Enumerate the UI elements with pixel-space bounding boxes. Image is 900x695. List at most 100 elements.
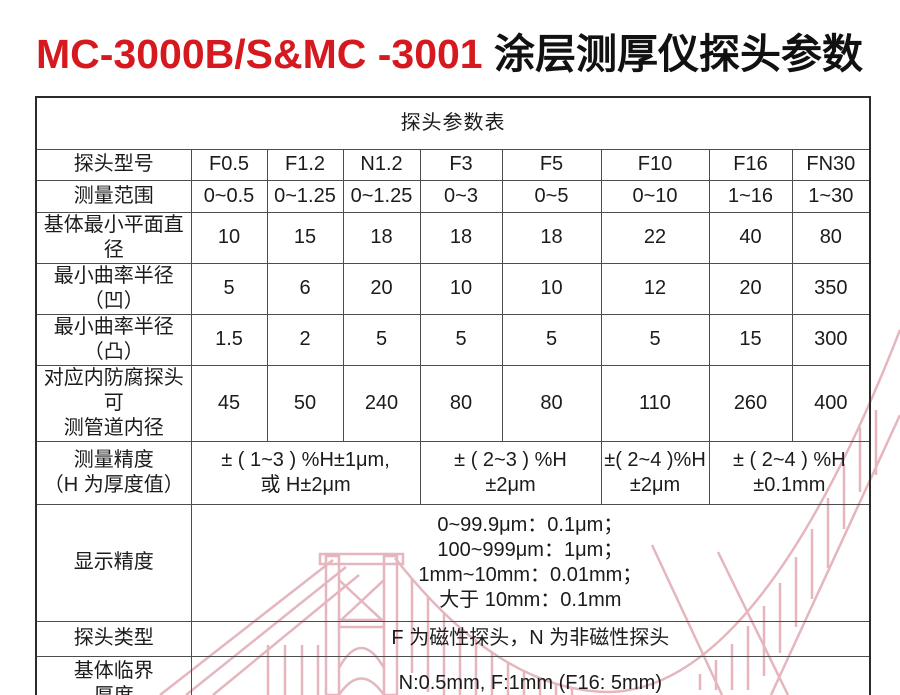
pipe-diameter-label-line2: 测管道内径 [63,416,164,439]
flat-diameter-cell: 10 [190,211,268,264]
pipe-diameter-cell: 110 [600,364,710,442]
pipe-diameter-cell: 45 [190,364,268,442]
pipe-diameter-cell: 80 [501,364,602,442]
pipe-diameter-cell: 240 [342,364,421,442]
pipe-diameter-cell: 400 [791,364,871,442]
model-cell: F0.5 [190,148,268,181]
display-precision-cell: 0~99.9μm：0.1μm； 100~999μm：1μm； 1mm~10mm：… [190,503,871,622]
range-cell: 0~1.25 [266,179,344,213]
critical-thickness-label-line1: 基体临界 [73,659,154,682]
flat-diameter-cell: 18 [501,211,602,264]
accuracy-cell: ± ( 2~3 ) %H ±2μm [419,440,602,505]
pipe-diameter-cell: 50 [266,364,344,442]
display-precision-line: 1mm~10mm：0.01mm； [418,563,643,586]
convex-radius-cell: 5 [419,313,503,366]
concave-radius-cell: 350 [791,262,871,315]
page-title-model: MC-3000B/S&MC -3001 [36,31,483,77]
accuracy-cell-line1: ± ( 1~3 ) %H±1μm, [221,448,390,471]
flat-diameter-cell: 18 [342,211,421,264]
accuracy-label: 测量精度 （H 为厚度值） [35,440,192,505]
critical-thickness-row: 基体临界 厚度 N:0.5mm, F:1mm (F16: 5mm) [35,655,871,695]
display-precision-row: 显示精度 0~99.9μm：0.1μm； 100~999μm：1μm； 1mm~… [35,503,871,622]
range-cell: 1~30 [791,179,871,213]
flat-diameter-cell: 15 [266,211,344,264]
critical-thickness-label: 基体临界 厚度 [35,655,192,695]
concave-radius-cell: 10 [501,262,602,315]
accuracy-cell: ± ( 1~3 ) %H±1μm, 或 H±2μm [190,440,421,505]
range-cell: 0~0.5 [190,179,268,213]
range-cell: 0~5 [501,179,602,213]
range-cell: 0~10 [600,179,710,213]
critical-thickness-cell: N:0.5mm, F:1mm (F16: 5mm) [190,655,871,695]
probe-type-row: 探头类型 F 为磁性探头，N 为非磁性探头 [35,620,871,657]
pipe-diameter-label-line1: 对应内防腐探头可 [43,366,184,414]
convex-radius-cell: 5 [501,313,602,366]
model-row: 探头型号 F0.5 F1.2 N1.2 F3 F5 F10 F16 FN30 [35,148,871,181]
page-title-subject: 涂层测厚仪探头参数 [494,31,864,77]
flat-diameter-cell: 40 [708,211,793,264]
convex-radius-label: 最小曲率半径（凸） [35,313,192,366]
model-cell: F10 [600,148,710,181]
accuracy-row: 测量精度 （H 为厚度值） ± ( 1~3 ) %H±1μm, 或 H±2μm … [35,440,871,505]
flat-diameter-cell: 22 [600,211,710,264]
accuracy-cell: ± ( 2~4 ) %H ±0.1mm [708,440,871,505]
range-cell: 0~1.25 [342,179,421,213]
model-cell: F3 [419,148,503,181]
accuracy-cell-line1: ± ( 2~4 ) %H [732,448,846,471]
convex-radius-row: 最小曲率半径（凸） 1.5 2 5 5 5 5 15 300 [35,313,871,366]
convex-radius-cell: 300 [791,313,871,366]
accuracy-label-line1: 测量精度 [73,448,154,471]
flat-diameter-cell: 18 [419,211,503,264]
accuracy-cell-line2: 或 H±2μm [260,473,351,496]
accuracy-cell-line1: ±( 2~4 )%H [604,448,706,471]
display-precision-line: 100~999μm：1μm； [437,538,624,561]
probe-parameters-table: 探头参数表 探头型号 F0.5 F1.2 N1.2 F3 F5 F10 F16 … [35,96,872,695]
pipe-diameter-cell: 80 [419,364,503,442]
model-cell: FN30 [791,148,871,181]
critical-thickness-label-line2: 厚度 [37,684,190,695]
display-precision-line: 大于 10mm：0.1mm [439,588,622,611]
display-precision-line: 0~99.9μm：0.1μm； [437,513,624,536]
pipe-diameter-row: 对应内防腐探头可 测管道内径 45 50 240 80 80 110 260 4… [35,364,871,442]
concave-radius-cell: 20 [708,262,793,315]
model-cell: F5 [501,148,602,181]
accuracy-cell-line1: ± ( 2~3 ) %H [454,448,567,471]
convex-radius-cell: 5 [342,313,421,366]
accuracy-cell: ±( 2~4 )%H ±2μm [600,440,710,505]
concave-radius-row: 最小曲率半径（凹） 5 6 20 10 10 12 20 350 [35,262,871,315]
range-row: 测量范围 0~0.5 0~1.25 0~1.25 0~3 0~5 0~10 1~… [35,179,871,213]
flat-diameter-row: 基体最小平面直径 10 15 18 18 18 22 40 80 [35,211,871,264]
convex-radius-cell: 2 [266,313,344,366]
pipe-diameter-cell: 260 [708,364,793,442]
probe-type-label: 探头类型 [35,620,192,657]
convex-radius-cell: 15 [708,313,793,366]
table-title: 探头参数表 [35,96,871,150]
concave-radius-cell: 10 [419,262,503,315]
page-title: MC-3000B/S&MC -3001 涂层测厚仪探头参数 [36,20,863,80]
concave-radius-cell: 6 [266,262,344,315]
flat-diameter-label: 基体最小平面直径 [35,211,192,264]
probe-type-cell: F 为磁性探头，N 为非磁性探头 [190,620,871,657]
accuracy-cell-line2: ±2μm [485,473,536,496]
display-precision-label: 显示精度 [35,503,192,622]
model-cell: F16 [708,148,793,181]
convex-radius-cell: 5 [600,313,710,366]
accuracy-label-line2: （H 为厚度值） [43,473,184,496]
table-title-row: 探头参数表 [35,96,871,150]
range-row-label: 测量范围 [35,179,192,213]
pipe-diameter-label: 对应内防腐探头可 测管道内径 [35,364,192,442]
concave-radius-cell: 5 [190,262,268,315]
range-cell: 1~16 [708,179,793,213]
model-cell: N1.2 [342,148,421,181]
range-cell: 0~3 [419,179,503,213]
flat-diameter-cell: 80 [791,211,871,264]
model-cell: F1.2 [266,148,344,181]
concave-radius-cell: 12 [600,262,710,315]
accuracy-cell-line2: ±0.1mm [753,473,826,496]
model-row-label: 探头型号 [35,148,192,181]
concave-radius-cell: 20 [342,262,421,315]
accuracy-cell-line2: ±2μm [629,473,681,496]
concave-radius-label: 最小曲率半径（凹） [35,262,192,315]
convex-radius-cell: 1.5 [190,313,268,366]
